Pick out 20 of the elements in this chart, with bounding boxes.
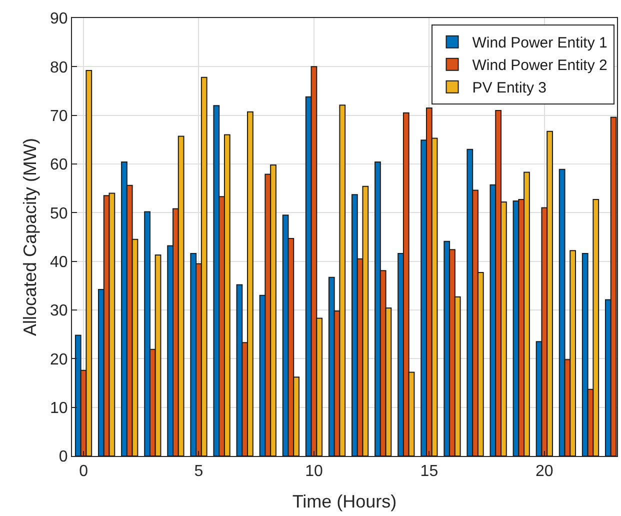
y-tick-label: 80 [50,59,68,76]
x-tick-label: 20 [536,463,554,480]
y-tick-label: 70 [50,108,68,125]
y-tick-label: 60 [50,156,68,174]
y-tick-label: 20 [50,351,68,368]
y-tick-label: 50 [50,205,68,222]
y-tick-label: 30 [50,302,68,320]
x-tick-label: 15 [420,463,438,480]
legend-label: PV Entity 3 [472,80,546,97]
y-tick-label: 90 [50,10,68,28]
y-tick-label: 10 [50,400,68,417]
y-tick-label: 40 [50,254,68,271]
x-tick-label: 5 [194,463,204,480]
x-tick-label: 0 [79,463,88,480]
x-axis-title: Time (Hours) [292,491,397,512]
legend-label: Wind Power Entity 2 [472,57,608,74]
y-axis-title: Allocated Capacity (MW) [20,138,40,336]
y-tick-label: 0 [58,448,68,466]
x-tick-label: 10 [305,463,323,480]
legend-label: Wind Power Entity 1 [472,34,608,52]
